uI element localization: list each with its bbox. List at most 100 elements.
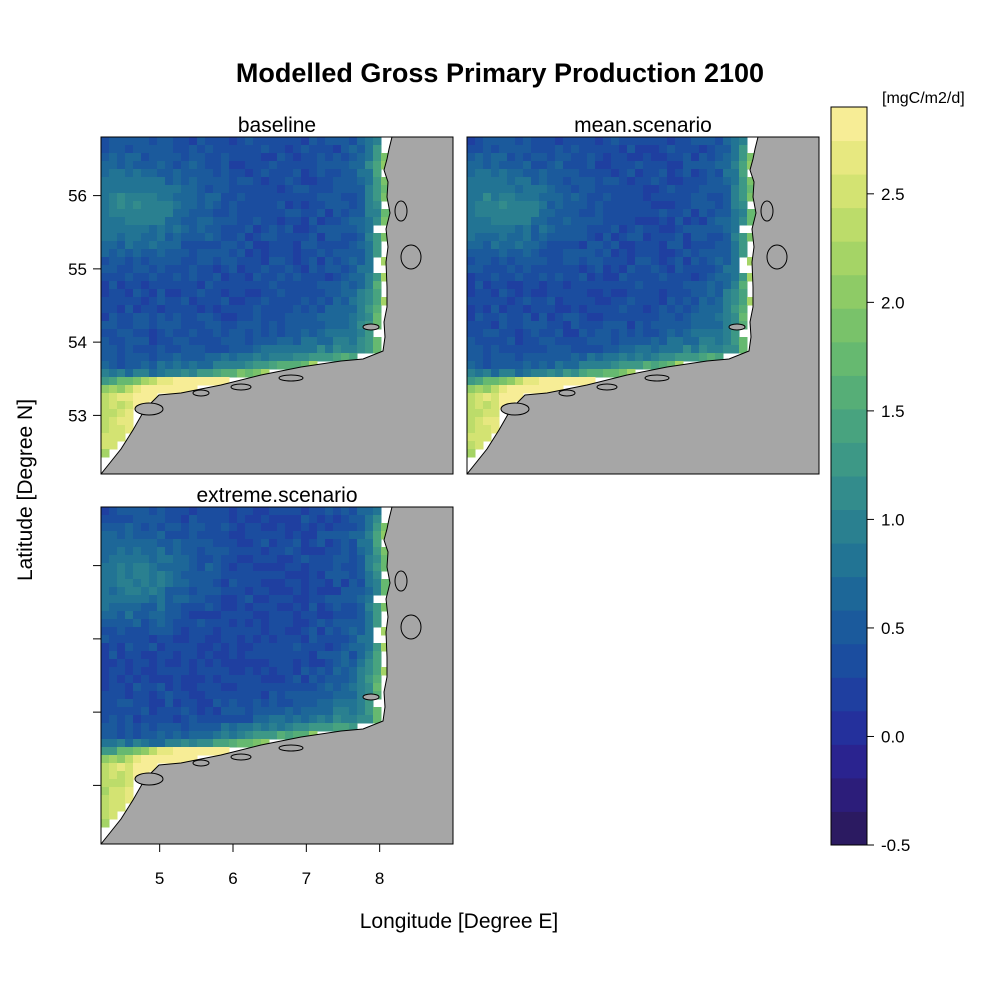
heatmap-cell [531,297,540,306]
heatmap-cell [325,225,334,234]
colorbar-segment [831,341,867,376]
heatmap-cell [101,531,110,540]
heatmap-cell [173,361,182,370]
heatmap-cell [325,619,334,628]
heatmap-cell [157,201,166,210]
heatmap-cell [611,305,620,314]
heatmap-cell [229,289,238,298]
heatmap-cell [715,193,724,202]
heatmap-cell [205,201,214,210]
heatmap-cell [149,555,158,564]
heatmap-cell [277,571,286,580]
heatmap-cell [157,217,166,226]
heatmap-cell [675,257,684,266]
heatmap-cell [317,691,326,700]
heatmap-cell [475,329,484,338]
heatmap-cell [261,691,270,700]
heatmap-cell [563,161,572,170]
heatmap-cell [467,161,476,170]
heatmap-cell [317,337,326,346]
heatmap-cell [333,337,342,346]
heatmap-cell [301,161,310,170]
heatmap-cell [173,177,182,186]
heatmap-cell [261,651,270,660]
heatmap-cell [197,257,206,266]
heatmap-cell [475,193,484,202]
heatmap-cell [491,137,500,146]
heatmap-cell [117,321,126,330]
heatmap-cell [563,361,572,370]
heatmap-cell [221,635,230,644]
heatmap-cell [691,313,700,322]
heatmap-cell [237,603,246,612]
heatmap-cell [571,377,580,386]
heatmap-cell [293,699,302,708]
heatmap-cell [101,161,110,170]
heatmap-cell [269,523,278,532]
heatmap-cell [109,169,118,178]
heatmap-cell [571,153,580,162]
heatmap-cell [165,723,174,732]
heatmap-cell [715,337,724,346]
heatmap-cell [579,233,588,242]
heatmap-cell [245,523,254,532]
heatmap-cell [277,233,286,242]
heatmap-cell [723,185,732,194]
heatmap-cell [189,715,198,724]
heatmap-cell [245,643,254,652]
heatmap-cell [699,169,708,178]
heatmap-cell [205,177,214,186]
heatmap-cell [595,313,604,322]
heatmap-cell [229,515,238,524]
heatmap-cell [357,547,366,556]
y-axis-label: Latitude [Degree N] [14,399,37,581]
heatmap-cell [659,185,668,194]
heatmap-cell [547,345,556,354]
heatmap-cell [253,683,262,692]
land-mass [101,137,453,474]
heatmap-cell [349,675,358,684]
heatmap-cell [189,369,198,378]
panel-title-mean-scenario: mean.scenario [574,114,712,137]
heatmap-cell [531,353,540,362]
heatmap-cell [205,611,214,620]
heatmap-cell [699,137,708,146]
heatmap-cell [491,297,500,306]
heatmap-cell [133,611,142,620]
heatmap-cell [189,329,198,338]
heatmap-cell [317,305,326,314]
heatmap-cell [181,755,190,764]
heatmap-cell [197,249,206,258]
heatmap-cell [691,265,700,274]
heatmap-cell [181,329,190,338]
heatmap-cell [109,787,118,796]
heatmap-cell [381,209,390,218]
heatmap-cell [117,257,126,266]
heatmap-cell [189,265,198,274]
heatmap-cell [109,185,118,194]
heatmap-cell [261,137,270,146]
heatmap-cell [739,241,748,250]
heatmap-cell [133,137,142,146]
heatmap-cell [539,257,548,266]
heatmap-cell [245,305,254,314]
heatmap-cell [691,137,700,146]
heatmap-cell [261,539,270,548]
heatmap-cell [269,209,278,218]
heatmap-cell [237,297,246,306]
heatmap-cell [333,321,342,330]
heatmap-cell [563,257,572,266]
heatmap-cell [507,153,516,162]
heatmap-cell [181,739,190,748]
heatmap-cell [715,353,724,362]
heatmap-cell [325,329,334,338]
heatmap-cell [357,659,366,668]
heatmap-cell [125,731,134,740]
heatmap-cell [539,153,548,162]
heatmap-cell [189,523,198,532]
heatmap-cell [229,627,238,636]
heatmap-cell [317,153,326,162]
heatmap-cell [691,289,700,298]
heatmap-cell [603,353,612,362]
heatmap-cell [333,539,342,548]
